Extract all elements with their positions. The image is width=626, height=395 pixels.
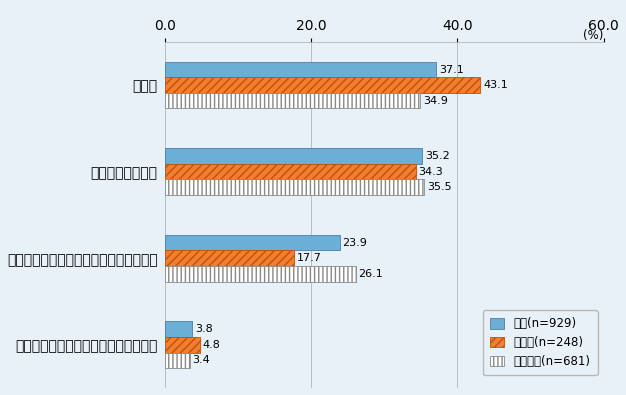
Bar [165, 148, 422, 164]
Bar [165, 353, 190, 368]
Text: 34.9: 34.9 [423, 96, 448, 106]
Bar [165, 322, 192, 337]
Text: 3.8: 3.8 [195, 324, 213, 334]
Bar [165, 250, 294, 266]
Bar [165, 337, 200, 353]
Text: 23.9: 23.9 [342, 238, 367, 248]
Bar [165, 179, 424, 195]
Text: 17.7: 17.7 [297, 253, 322, 263]
Bar [165, 164, 416, 179]
Text: 43.1: 43.1 [483, 80, 508, 90]
Bar [165, 77, 480, 93]
Bar [165, 235, 339, 250]
Text: 37.1: 37.1 [439, 64, 464, 75]
Text: 3.4: 3.4 [192, 356, 210, 365]
Text: 34.3: 34.3 [419, 167, 443, 177]
Text: 35.5: 35.5 [428, 182, 452, 192]
Text: 35.2: 35.2 [425, 151, 450, 161]
Bar [165, 266, 356, 282]
Bar [165, 93, 420, 109]
Text: (%): (%) [583, 29, 603, 42]
Legend: 全体(n=929), 大企業(n=248), 中小企業(n=681): 全体(n=929), 大企業(n=248), 中小企業(n=681) [483, 310, 598, 375]
Bar [165, 62, 436, 77]
Text: 4.8: 4.8 [203, 340, 220, 350]
Text: 26.1: 26.1 [359, 269, 383, 279]
